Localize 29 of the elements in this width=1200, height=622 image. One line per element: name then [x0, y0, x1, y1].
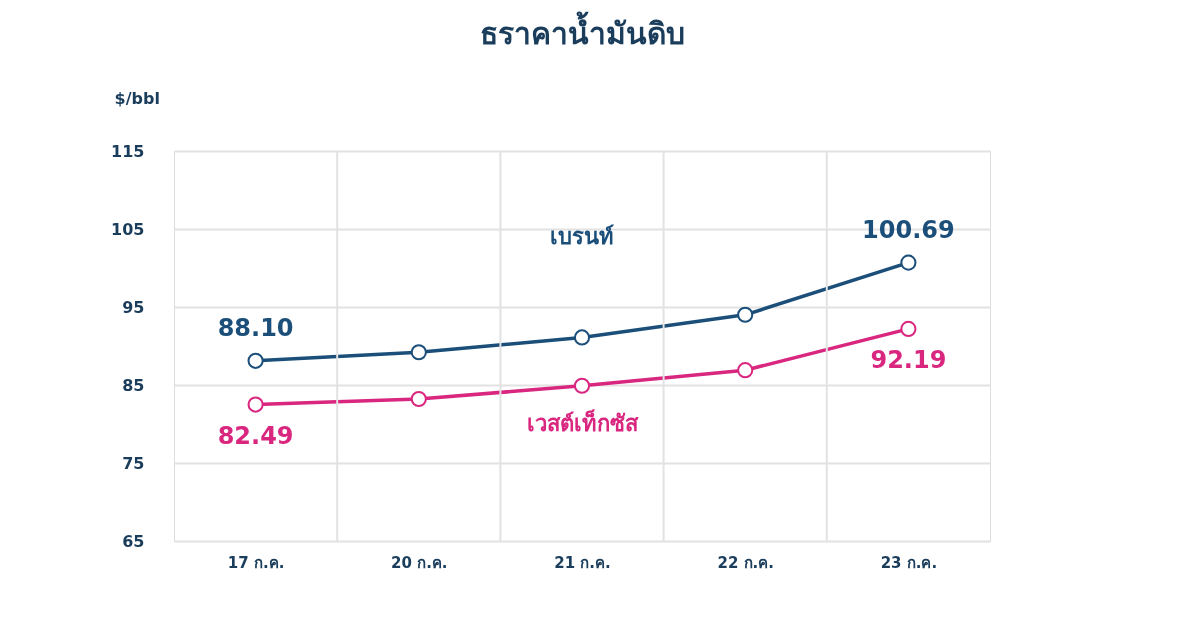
data-label: 92.19 — [870, 345, 947, 374]
y-tick-label: 65 — [122, 531, 145, 551]
x-tick-label: 21 ก.ค. — [554, 553, 611, 572]
y-tick-label: 95 — [122, 297, 145, 317]
data-label: 88.10 — [217, 313, 294, 342]
point — [737, 362, 754, 379]
point — [410, 390, 427, 408]
point — [900, 320, 917, 337]
y-tick-label: 85 — [122, 375, 145, 395]
point — [900, 254, 917, 271]
point — [247, 352, 264, 369]
point — [573, 377, 591, 394]
series-label: เวสต์เท็กซัส — [526, 408, 639, 436]
data-label: 100.69 — [862, 215, 955, 244]
x-tick-label: 23 ก.ค. — [880, 553, 938, 572]
x-tick-label: 22 ก.ค. — [717, 553, 774, 572]
point — [573, 329, 591, 346]
text: เบรนท์ — [550, 224, 614, 250]
y-tick-label: 105 — [111, 219, 145, 239]
point — [737, 306, 754, 323]
y-axis-title: $/bbl — [114, 88, 160, 108]
point — [410, 344, 427, 361]
point — [247, 396, 264, 413]
x-tick-label: 17 ก.ค. — [227, 553, 285, 572]
x-tick-label: 20 ก.ค. — [391, 553, 448, 572]
y-tick-label: 115 — [111, 141, 145, 161]
data-label: 82.49 — [217, 421, 294, 450]
y-tick-label: 75 — [122, 453, 145, 473]
chart-title: ธราคาน้ำมันดิบ — [479, 11, 685, 51]
